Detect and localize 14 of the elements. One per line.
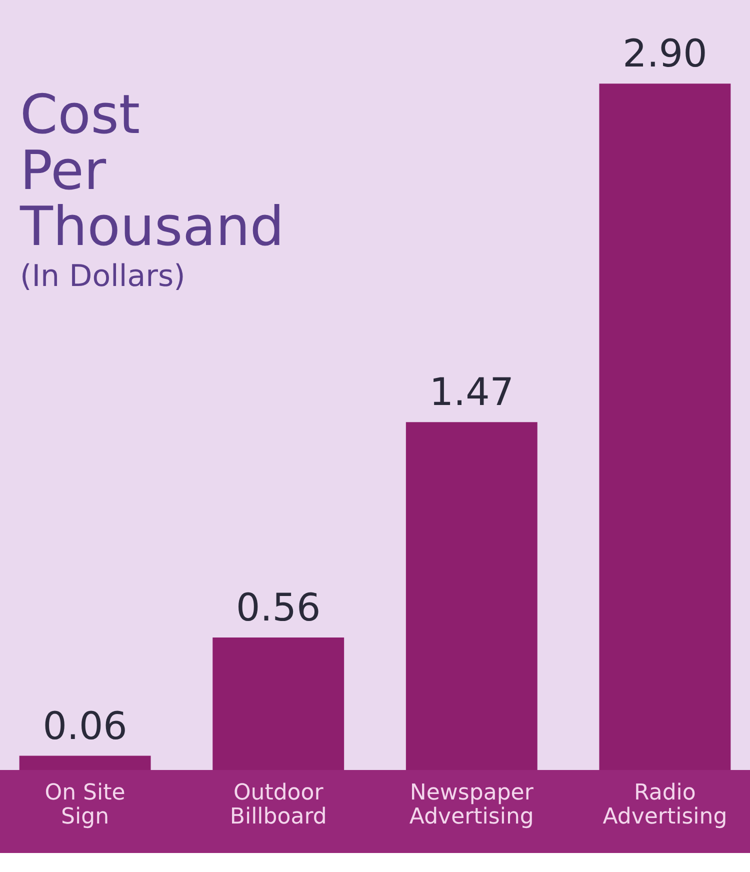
bar	[599, 84, 731, 770]
text: Cost Per Thousand	[19, 83, 284, 258]
data-label: 0.56	[236, 585, 321, 630]
x-tick-label: Outdoor Billboard	[230, 780, 327, 830]
data-label: 0.06	[42, 704, 128, 748]
bar	[212, 637, 344, 770]
x-tick-label: Newspaper Advertising	[409, 780, 534, 830]
bar	[406, 422, 538, 770]
data-label: 2.90	[622, 32, 708, 76]
data-label: 1.47	[429, 370, 514, 414]
x-tick-label: Radio Advertising	[602, 780, 728, 830]
x-tick-label: On Site Sign	[44, 780, 126, 830]
text: (In Dollars)	[20, 259, 186, 294]
bar	[19, 756, 151, 770]
